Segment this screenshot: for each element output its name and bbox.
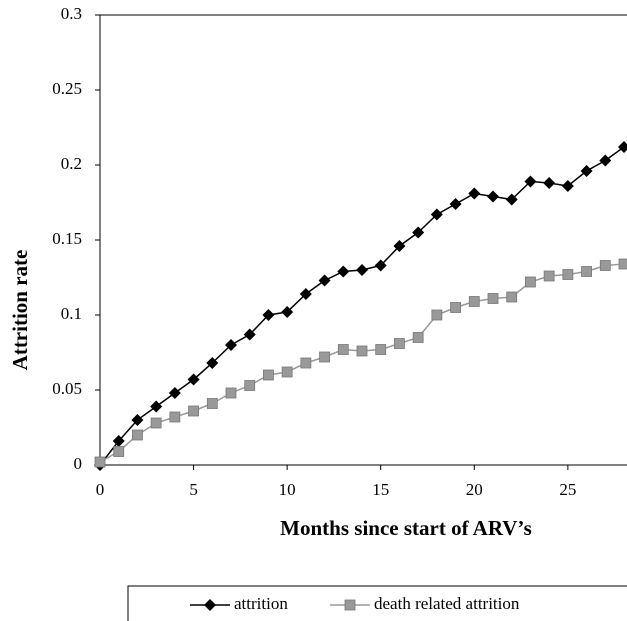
x-tick-label: 25 bbox=[559, 480, 576, 499]
data-point bbox=[431, 309, 443, 321]
data-point bbox=[225, 339, 237, 351]
data-point bbox=[206, 398, 218, 409]
data-point bbox=[618, 258, 627, 270]
legend-label: death related attrition bbox=[374, 594, 520, 613]
data-point bbox=[281, 306, 294, 318]
data-point bbox=[356, 345, 368, 357]
data-point bbox=[599, 260, 611, 271]
data-point bbox=[319, 351, 330, 363]
data-point bbox=[562, 269, 574, 280]
data-point bbox=[132, 429, 143, 441]
legend-marker bbox=[204, 599, 216, 611]
y-tick-label: 0.3 bbox=[61, 4, 82, 23]
data-point bbox=[168, 387, 181, 399]
data-point bbox=[618, 141, 627, 153]
data-point bbox=[468, 187, 481, 200]
y-tick-label: 0.15 bbox=[52, 229, 82, 248]
data-point bbox=[375, 344, 387, 355]
data-point bbox=[263, 369, 274, 381]
data-point bbox=[150, 417, 162, 429]
x-tick-label: 15 bbox=[372, 480, 389, 499]
data-point bbox=[393, 240, 406, 252]
y-axis-title: Attrition rate bbox=[8, 250, 32, 371]
data-point bbox=[113, 446, 125, 457]
legend-marker bbox=[344, 599, 356, 611]
data-point bbox=[281, 366, 293, 378]
y-tick-label: 0.25 bbox=[52, 79, 82, 98]
y-tick-label: 0 bbox=[74, 454, 83, 473]
data-point bbox=[487, 293, 499, 304]
x-axis-title: Months since start of ARV’s bbox=[280, 516, 532, 540]
y-tick-label: 0.05 bbox=[52, 379, 82, 398]
y-tick-label: 0.1 bbox=[61, 304, 82, 323]
y-tick-label: 0.2 bbox=[61, 154, 82, 173]
data-point bbox=[468, 296, 480, 307]
data-point bbox=[374, 259, 387, 272]
data-point bbox=[262, 309, 275, 321]
data-point bbox=[169, 411, 181, 423]
data-point bbox=[225, 387, 237, 399]
data-point bbox=[506, 291, 518, 303]
data-point bbox=[487, 190, 499, 203]
data-point bbox=[581, 266, 592, 277]
x-tick-label: 10 bbox=[279, 480, 296, 499]
data-point bbox=[543, 177, 556, 189]
data-point bbox=[394, 338, 405, 349]
data-point bbox=[187, 373, 200, 386]
data-point bbox=[450, 302, 461, 313]
data-point bbox=[112, 435, 125, 447]
data-point bbox=[449, 198, 462, 210]
series-line bbox=[99, 263, 625, 463]
data-point bbox=[337, 344, 349, 355]
x-tick-label: 20 bbox=[466, 480, 483, 499]
data-point bbox=[412, 226, 425, 239]
data-point bbox=[150, 400, 163, 413]
data-point bbox=[206, 357, 219, 369]
x-tick-label: 5 bbox=[189, 480, 198, 499]
data-point bbox=[356, 264, 368, 276]
data-point bbox=[188, 405, 199, 417]
data-point bbox=[243, 328, 256, 341]
data-point bbox=[543, 270, 555, 282]
data-point bbox=[412, 332, 424, 343]
x-tick-label: 0 bbox=[96, 480, 105, 499]
data-point bbox=[580, 165, 593, 177]
data-point bbox=[599, 154, 612, 167]
data-point bbox=[525, 276, 536, 288]
data-point bbox=[299, 288, 312, 300]
legend-label: attrition bbox=[234, 594, 288, 613]
data-point bbox=[337, 265, 350, 278]
data-point bbox=[561, 180, 574, 192]
data-point bbox=[318, 274, 331, 287]
data-point bbox=[94, 456, 106, 468]
data-point bbox=[524, 175, 537, 188]
data-point bbox=[505, 193, 518, 206]
data-point bbox=[131, 414, 144, 426]
data-point bbox=[244, 380, 256, 391]
data-point bbox=[430, 208, 443, 221]
legend-box bbox=[127, 585, 627, 621]
data-point bbox=[300, 357, 312, 369]
